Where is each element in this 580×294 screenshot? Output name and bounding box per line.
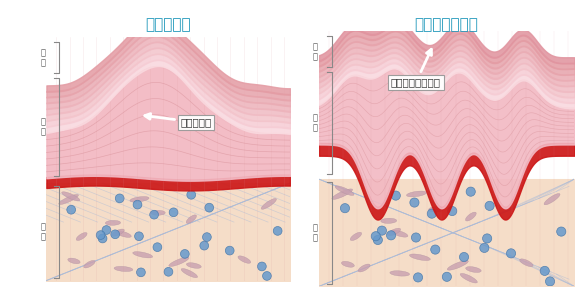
Ellipse shape: [387, 228, 401, 236]
Circle shape: [115, 194, 124, 203]
Ellipse shape: [59, 194, 78, 205]
Ellipse shape: [169, 257, 189, 266]
Ellipse shape: [392, 230, 408, 237]
Ellipse shape: [106, 220, 121, 225]
Ellipse shape: [76, 233, 87, 240]
Circle shape: [557, 227, 566, 236]
Ellipse shape: [133, 252, 153, 258]
Ellipse shape: [61, 192, 80, 201]
Circle shape: [202, 233, 211, 241]
Text: 角質が盛り上がる: 角質が盛り上がる: [391, 49, 441, 87]
Circle shape: [411, 233, 420, 242]
Circle shape: [150, 210, 158, 219]
Text: 老人性イボ: 老人性イボ: [146, 18, 191, 33]
Circle shape: [480, 243, 489, 253]
Circle shape: [98, 234, 107, 243]
Ellipse shape: [520, 259, 533, 267]
Circle shape: [378, 226, 386, 235]
Circle shape: [374, 235, 382, 245]
Text: 真
皮: 真 皮: [40, 222, 45, 242]
Circle shape: [466, 187, 476, 196]
Ellipse shape: [261, 198, 277, 209]
Circle shape: [273, 226, 282, 235]
Circle shape: [540, 266, 549, 275]
Circle shape: [169, 208, 178, 217]
Ellipse shape: [544, 193, 560, 205]
Circle shape: [414, 273, 423, 282]
Circle shape: [226, 246, 234, 255]
Ellipse shape: [380, 218, 397, 223]
Circle shape: [164, 268, 173, 276]
Circle shape: [136, 268, 146, 277]
Ellipse shape: [460, 273, 477, 283]
Circle shape: [200, 241, 209, 250]
Circle shape: [506, 249, 516, 258]
Ellipse shape: [114, 266, 133, 271]
Circle shape: [340, 203, 350, 213]
Ellipse shape: [407, 191, 426, 197]
Ellipse shape: [447, 260, 469, 270]
Ellipse shape: [335, 186, 354, 196]
Ellipse shape: [332, 189, 353, 199]
Ellipse shape: [181, 268, 198, 278]
Ellipse shape: [68, 258, 80, 264]
Circle shape: [485, 201, 494, 211]
Circle shape: [427, 209, 436, 218]
Circle shape: [153, 243, 162, 252]
Text: ウイルス性イボ: ウイルス性イボ: [415, 18, 478, 33]
Text: 真
皮: 真 皮: [313, 223, 318, 243]
Ellipse shape: [350, 232, 361, 240]
Circle shape: [386, 231, 396, 240]
Ellipse shape: [358, 264, 370, 272]
Ellipse shape: [186, 263, 201, 268]
Ellipse shape: [186, 215, 197, 223]
Ellipse shape: [84, 260, 95, 268]
Ellipse shape: [130, 197, 149, 202]
Ellipse shape: [112, 229, 124, 236]
Circle shape: [111, 230, 119, 239]
Circle shape: [545, 277, 554, 286]
Circle shape: [431, 245, 440, 254]
Text: 表
皮: 表 皮: [313, 113, 318, 133]
Circle shape: [258, 262, 266, 271]
Circle shape: [391, 191, 400, 200]
Ellipse shape: [238, 256, 251, 263]
Circle shape: [133, 200, 142, 209]
Ellipse shape: [466, 212, 476, 221]
Circle shape: [102, 225, 111, 234]
Circle shape: [443, 272, 451, 281]
Text: 表皮の増殖: 表皮の増殖: [145, 113, 212, 127]
Circle shape: [263, 272, 271, 280]
Ellipse shape: [151, 211, 165, 215]
Text: 角
質: 角 質: [40, 48, 45, 67]
Ellipse shape: [390, 271, 409, 276]
Circle shape: [180, 250, 189, 258]
Circle shape: [448, 206, 457, 216]
Circle shape: [483, 234, 492, 243]
Circle shape: [187, 191, 195, 199]
Ellipse shape: [466, 267, 481, 273]
Ellipse shape: [409, 254, 430, 260]
Circle shape: [459, 253, 469, 262]
Text: 角
質: 角 質: [313, 42, 318, 61]
Text: 表
皮: 表 皮: [40, 117, 45, 137]
Circle shape: [410, 198, 419, 207]
Circle shape: [96, 231, 105, 240]
Circle shape: [135, 232, 143, 241]
Ellipse shape: [429, 207, 444, 212]
Circle shape: [371, 232, 380, 241]
Circle shape: [205, 203, 213, 212]
Circle shape: [67, 205, 75, 214]
Ellipse shape: [115, 231, 131, 237]
Ellipse shape: [342, 261, 354, 267]
